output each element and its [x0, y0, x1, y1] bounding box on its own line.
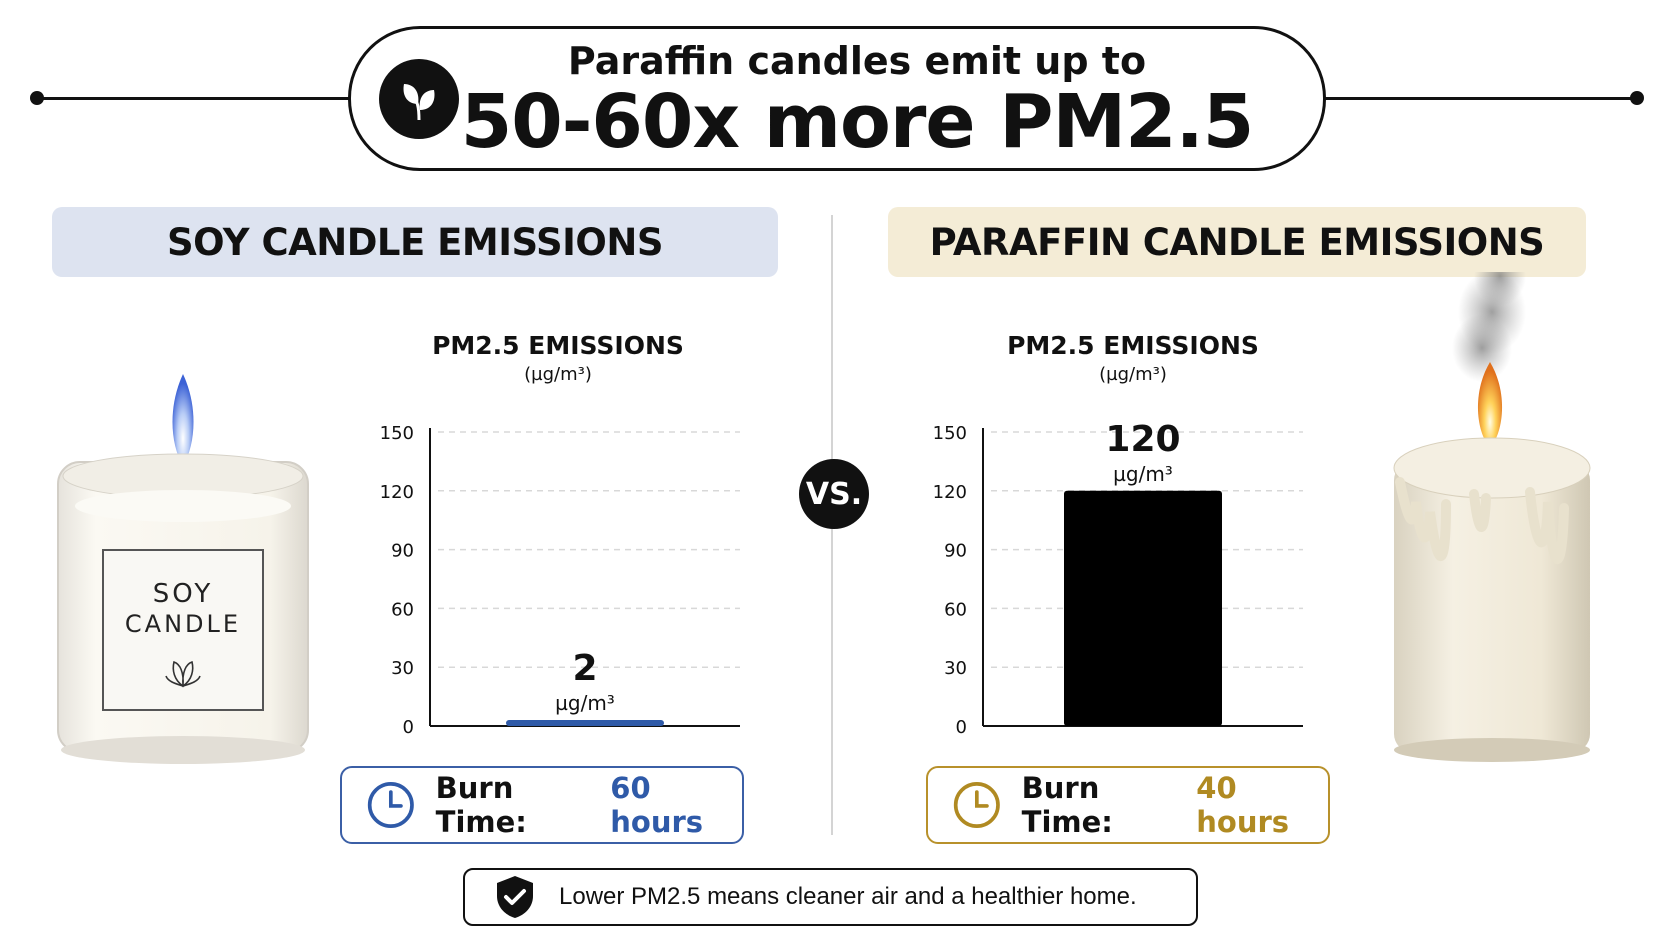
- soy-chart-bar: [506, 720, 664, 726]
- soy-chart-ytick-label: 0: [403, 717, 414, 738]
- soy-chart-ytick-label: 120: [380, 482, 414, 503]
- header-rule-left-dot: [30, 91, 44, 105]
- soy-jar-label-line1: SOY: [153, 579, 213, 609]
- soy-pm25-chart: 0 30 60 90 120 150 2µg/m³: [380, 423, 740, 738]
- soy-chart-title: PM2.5 EMISSIONS: [432, 331, 684, 360]
- paraffin-candle-image: [1393, 272, 1591, 762]
- paraffin-section-title: PARAFFIN CANDLE EMISSIONS: [888, 207, 1586, 277]
- paraffin-chart-data-label: 120: [1105, 419, 1180, 460]
- paraffin-burn-time-label: Burn Time:: [1021, 771, 1113, 839]
- soy-jar-label-line2: CANDLE: [125, 610, 241, 638]
- paraffin-chart-ytick-label: 30: [944, 658, 967, 679]
- header-rule-left: [36, 97, 350, 100]
- headline-subtitle: Paraffin candles emit up to: [567, 39, 1147, 83]
- clock-icon: [953, 782, 1000, 828]
- soy-chart-data-label: 2: [572, 648, 597, 689]
- soy-burn-time-card: Burn Time: 60 hours: [340, 766, 744, 844]
- paraffin-chart-ytick-label: 0: [956, 717, 967, 738]
- paraffin-chart-ytick-label: 150: [933, 423, 967, 444]
- footer-text: Lower PM2.5 means cleaner air and a heal…: [559, 883, 1137, 910]
- paraffin-chart-title: PM2.5 EMISSIONS: [1007, 331, 1259, 360]
- paraffin-chart-ytick-label: 120: [933, 482, 967, 503]
- soy-candle-image: SOY CANDLE: [57, 374, 309, 764]
- soy-burn-time-label: Burn Time:: [435, 771, 527, 839]
- clock-icon: [367, 782, 414, 828]
- headline-title: 50-60x more PM2.5: [460, 79, 1255, 165]
- soy-burn-time-value: 60 hours: [610, 771, 704, 839]
- paraffin-chart-data-unit: µg/m³: [1113, 462, 1173, 486]
- header-rule-right-dot: [1630, 91, 1644, 105]
- paraffin-chart-ytick-label: 60: [944, 599, 967, 620]
- paraffin-chart-ytick-label: 90: [944, 541, 967, 562]
- soy-chart-unit: (µg/m³): [524, 364, 592, 385]
- soy-chart-ytick-label: 60: [391, 599, 414, 620]
- headline-banner: Paraffin candles emit up to 50-60x more …: [348, 26, 1326, 171]
- soy-section-title: SOY CANDLE EMISSIONS: [52, 207, 778, 277]
- paraffin-burn-time-card: Burn Time: 40 hours: [926, 766, 1330, 844]
- paraffin-burn-time-value: 40 hours: [1196, 771, 1290, 839]
- soy-chart-data-unit: µg/m³: [555, 691, 615, 715]
- shield-check-icon: [497, 876, 533, 918]
- soy-chart-ytick-label: 90: [391, 541, 414, 562]
- soy-chart-ytick-label: 30: [391, 658, 414, 679]
- vs-badge: VS.: [799, 459, 869, 529]
- paraffin-chart-bar: [1064, 490, 1222, 726]
- leaf-icon: [379, 59, 459, 139]
- header-rule-right: [1324, 97, 1638, 100]
- paraffin-chart-unit: (µg/m³): [1099, 364, 1167, 385]
- soy-chart-ytick-label: 150: [380, 423, 414, 444]
- footer-note: Lower PM2.5 means cleaner air and a heal…: [463, 868, 1198, 926]
